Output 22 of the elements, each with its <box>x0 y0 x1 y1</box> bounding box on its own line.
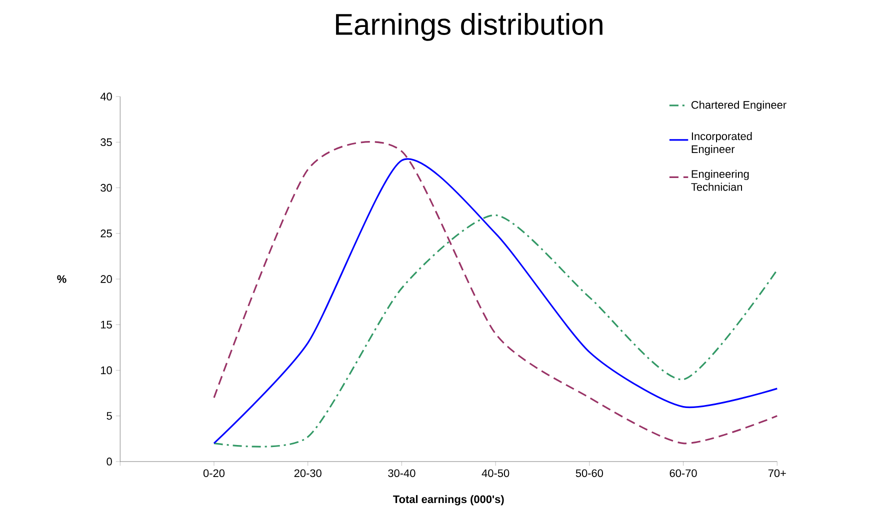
x-tick-label: 40-50 <box>482 469 510 478</box>
x-tick-label: 0-20 <box>203 469 225 478</box>
x-tick-label: 70+ <box>768 469 786 478</box>
x-axis-title: Total earnings (000's) <box>393 495 504 506</box>
legend-label: Engineering Technician <box>691 170 749 191</box>
y-tick-label: 15 <box>101 320 112 328</box>
y-tick-label: 0 <box>106 458 112 466</box>
y-tick-label: 40 <box>100 92 112 100</box>
y-axis-title: % <box>57 275 66 283</box>
y-tick-label: 20 <box>100 275 112 283</box>
x-tick-label: 50-60 <box>576 469 603 478</box>
chart-title: Earnings distribution <box>336 13 602 41</box>
x-tick-label: 20-30 <box>294 469 322 478</box>
y-tick-label: 10 <box>101 366 112 374</box>
y-tick-label: 25 <box>100 230 112 238</box>
y-tick-label: 35 <box>100 138 112 146</box>
x-tick-label: 60-70 <box>670 469 697 478</box>
y-tick-label: 30 <box>100 184 112 192</box>
x-tick-label: 30-40 <box>388 469 416 478</box>
legend-label: Chartered Engineer <box>692 100 786 111</box>
legend-label: Incorporated Engineer <box>692 132 752 156</box>
y-tick-label: 5 <box>106 412 112 420</box>
